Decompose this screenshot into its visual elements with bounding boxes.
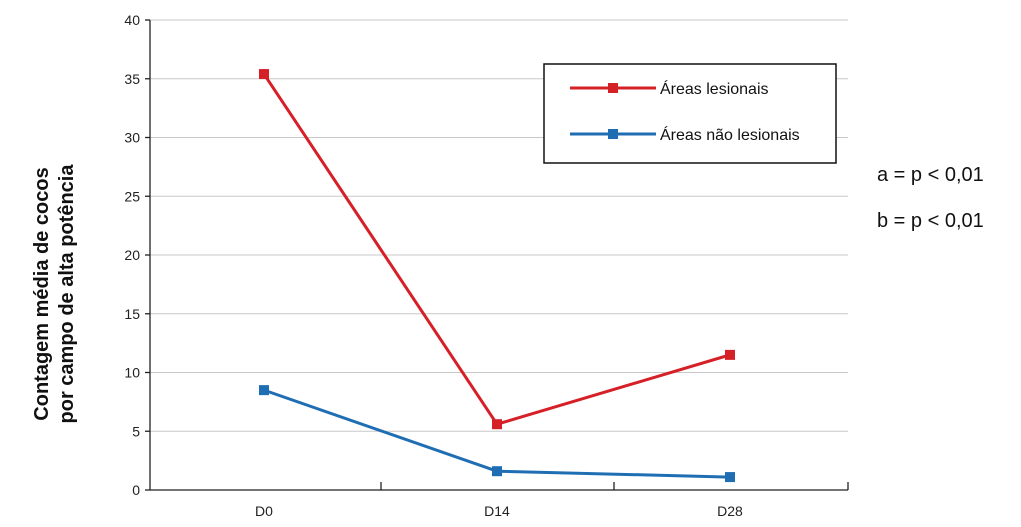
legend-box bbox=[543, 63, 837, 164]
x-tick-label-d14: D14 bbox=[484, 503, 510, 519]
annotation-a: a = p < 0,01 bbox=[877, 164, 984, 186]
y-tick-labels: 0 5 10 15 20 25 30 35 40 bbox=[124, 12, 140, 498]
y-tick-label: 25 bbox=[124, 188, 140, 204]
legend-label-lesionais: Áreas lesionais bbox=[660, 79, 769, 98]
series-line-1 bbox=[263, 388, 731, 479]
y-tick-label: 40 bbox=[124, 12, 140, 28]
y-axis-label-line2: por campo de alta potência bbox=[56, 164, 78, 424]
y-tick-label: 20 bbox=[124, 247, 140, 263]
data-point-series1-d0 bbox=[259, 385, 269, 396]
y-tick-label: 35 bbox=[124, 71, 140, 87]
x-tick-labels: D0 D14 D28 bbox=[255, 503, 743, 519]
annotation-b: b = p < 0,01 bbox=[877, 210, 984, 232]
y-tick-label: 0 bbox=[132, 482, 140, 498]
x-tick-label-d0: D0 bbox=[255, 503, 273, 519]
data-point-series0-d28 bbox=[725, 349, 735, 360]
significance-annotations: a = p < 0,01 b = p < 0,01 bbox=[877, 164, 984, 232]
data-point-series0-d14 bbox=[492, 419, 502, 430]
axes bbox=[145, 19, 849, 491]
y-tick-label: 15 bbox=[124, 306, 140, 322]
data-point-series0-d0 bbox=[259, 69, 269, 80]
y-tick-label: 10 bbox=[124, 365, 140, 381]
y-axis-label-line1: Contagem média de cocos bbox=[31, 167, 53, 420]
data-point-series1-d28 bbox=[725, 472, 735, 483]
data-point-series1-d14 bbox=[492, 466, 502, 477]
legend-label-nao-lesionais: Áreas não lesionais bbox=[660, 125, 800, 144]
series-lines bbox=[259, 69, 735, 483]
legend: Áreas lesionais Áreas não lesionais bbox=[543, 63, 837, 164]
legend-marker-lesionais bbox=[608, 83, 618, 93]
legend-marker-nao-lesionais bbox=[608, 129, 618, 139]
x-tick-label-d28: D28 bbox=[717, 503, 743, 519]
y-tick-label: 30 bbox=[124, 130, 140, 146]
y-tick-label: 5 bbox=[132, 423, 140, 439]
y-axis-label: Contagem média de cocos por campo de alt… bbox=[31, 164, 78, 424]
